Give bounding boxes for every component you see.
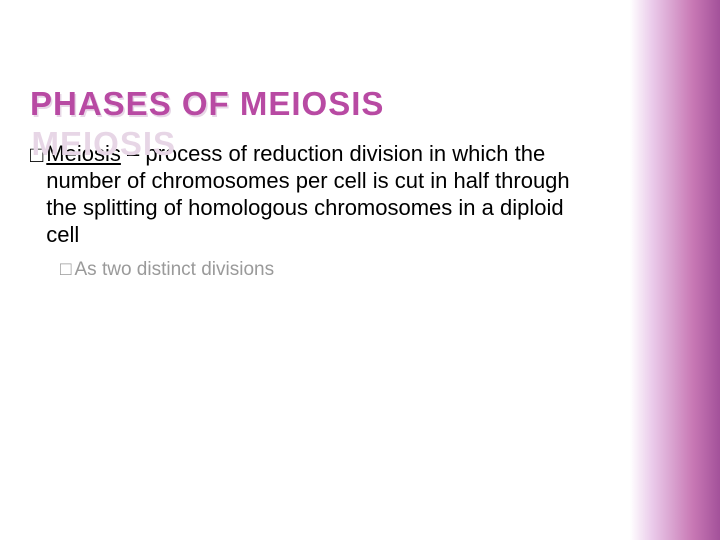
- square-bullet-icon: □: [60, 258, 71, 282]
- slide: PHASES OF MEIOSIS PHASES OF MEIOSIS □ Me…: [0, 0, 720, 540]
- sub-bullet-item: □ As two distinct divisions: [60, 258, 570, 282]
- slide-title: PHASES OF MEIOSIS PHASES OF MEIOSIS: [30, 85, 384, 123]
- side-gradient: [630, 0, 720, 540]
- sub-rest: two distinct divisions: [97, 259, 274, 280]
- sub-text: As two distinct divisions: [74, 258, 274, 282]
- sub-lead: As: [74, 259, 96, 280]
- title-text: PHASES OF MEIOSIS: [30, 85, 384, 122]
